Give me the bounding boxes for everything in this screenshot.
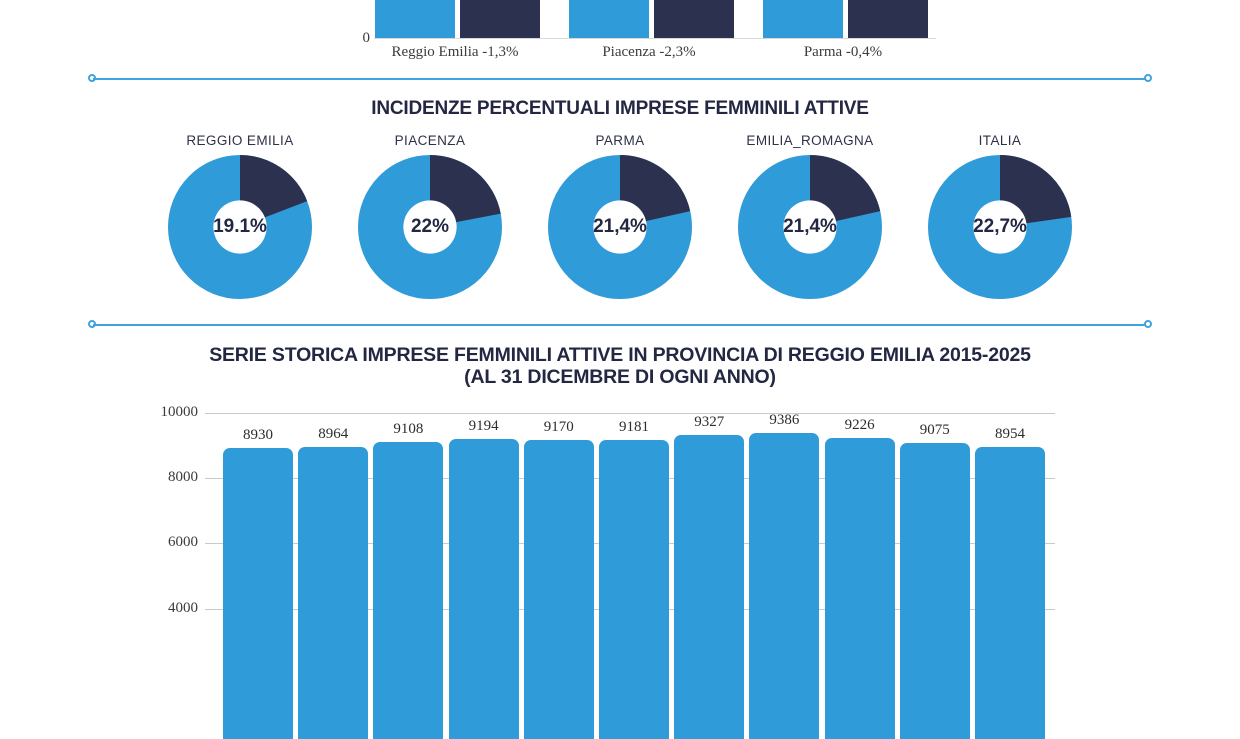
- top-chart-group-2: [763, 0, 935, 38]
- top-chart-baseline: [374, 38, 936, 39]
- top-bar-chart-fragment: 0 Reggio Emilia -1,3% Piacenza -2,3% Par…: [0, 0, 1240, 72]
- series-bar-2018: [448, 439, 519, 739]
- donut-row: REGGIO EMILIA 19.1% PIACENZA 22%: [150, 133, 1090, 318]
- top-chart-bar-light-0: [375, 0, 455, 38]
- series-ytick-8000: 8000: [168, 469, 198, 486]
- series-gridline-10000: [205, 413, 1055, 414]
- series-value-label-2021: 9327: [694, 413, 725, 430]
- series-ytick-10000: 10000: [160, 404, 199, 420]
- donut-chart-italia: 22,7%: [928, 155, 1072, 299]
- donut-chart-piacenza: 22%: [358, 155, 502, 299]
- top-chart-group-1: [569, 0, 741, 38]
- section-divider-top: [88, 74, 1152, 84]
- donut-svg-parma: [548, 155, 692, 299]
- donut-cell-reggio-emilia: REGGIO EMILIA 19.1%: [150, 133, 330, 318]
- series-value-label-2022: 9386: [769, 412, 800, 429]
- series-value-label-2020: 9181: [619, 418, 649, 435]
- series-bar-2020: [599, 439, 669, 739]
- donut-cell-emilia-romagna: EMILIA_ROMAGNA 21,4%: [720, 133, 900, 318]
- donut-svg-piacenza: [358, 155, 502, 299]
- series-value-label-2019: 9170: [543, 419, 574, 436]
- donut-cell-parma: PARMA 21,4%: [530, 133, 710, 318]
- series-value-label-2017: 9108: [393, 421, 424, 438]
- donut-label-italia: ITALIA: [978, 133, 1022, 148]
- top-chart-bar-dark-0: [460, 0, 540, 38]
- donut-cell-piacenza: PIACENZA 22%: [340, 133, 520, 318]
- donut-charts-section: INCIDENZE PERCENTUALI IMPRESE FEMMINILI …: [0, 88, 1240, 318]
- top-chart-bar-dark-2: [848, 0, 928, 38]
- donut-label-emilia-romagna: EMILIA_ROMAGNA: [746, 133, 874, 148]
- top-chart-bar-light-2: [763, 0, 843, 38]
- donut-cell-italia: ITALIA 22,7%: [910, 133, 1090, 318]
- donut-svg-italia: [928, 155, 1072, 299]
- section-divider-bottom: [88, 320, 1152, 330]
- top-chart-category-reggio-emilia: Reggio Emilia -1,3%: [391, 44, 519, 60]
- top-chart-group-0: [375, 0, 547, 38]
- series-bar-chart-section: SERIE STORICA IMPRESE FEMMINILI ATTIVE I…: [0, 334, 1240, 739]
- donut-chart-emilia-romagna: 21,4%: [738, 155, 882, 299]
- top-chart-bar-dark-1: [654, 0, 734, 38]
- series-value-label-2025: 8954: [995, 426, 1025, 443]
- divider-line: [93, 324, 1147, 326]
- series-title-line-1: SERIE STORICA IMPRESE FEMMINILI ATTIVE I…: [209, 344, 1031, 366]
- top-chart-category-parma: Parma -0,4%: [803, 44, 883, 60]
- series-title-line-2: (AL 31 DICEMBRE DI OGNI ANNO): [464, 366, 776, 388]
- series-value-label-2018: 9194: [468, 418, 499, 435]
- series-bar-2023: [824, 438, 895, 739]
- top-chart-category-piacenza: Piacenza -2,3%: [602, 44, 696, 60]
- series-bar-2015: [223, 447, 293, 739]
- series-bar-2016: [298, 446, 369, 739]
- series-bar-2019: [523, 440, 594, 739]
- top-chart-bar-light-1: [569, 0, 649, 38]
- series-bar-2024: [899, 443, 970, 739]
- series-value-label-2015: 8930: [243, 426, 273, 443]
- series-value-label-2023: 9226: [844, 417, 875, 434]
- donut-label-reggio-emilia: REGGIO EMILIA: [186, 133, 294, 148]
- donut-section-title: INCIDENZE PERCENTUALI IMPRESE FEMMINILI …: [371, 98, 869, 119]
- series-ytick-4000: 4000: [168, 599, 198, 616]
- donut-label-parma: PARMA: [595, 133, 645, 148]
- donut-chart-parma: 21,4%: [548, 155, 692, 299]
- series-bar-2022: [749, 433, 820, 739]
- series-bar-2017: [373, 442, 444, 739]
- donut-svg-emilia-romagna: [738, 155, 882, 299]
- series-value-label-2024: 9075: [919, 422, 950, 439]
- top-chart-plot-area: [375, 0, 935, 38]
- donut-label-piacenza: PIACENZA: [394, 133, 466, 148]
- series-ytick-6000: 6000: [168, 534, 198, 551]
- divider-knob-right-icon: [1144, 320, 1152, 328]
- top-chart-ytick-zero: 0: [362, 30, 371, 46]
- series-bar-2021: [674, 434, 745, 739]
- series-bar-2025: [975, 447, 1045, 739]
- divider-line: [93, 78, 1147, 80]
- donut-chart-reggio-emilia: 19.1%: [168, 155, 312, 299]
- series-plot-area: 10000 8000 6000 4000 8930 8964 9108 9194 9170 918…: [0, 404, 1240, 739]
- divider-knob-right-icon: [1144, 74, 1152, 82]
- series-section-title: SERIE STORICA IMPRESE FEMMINILI ATTIVE I…: [0, 344, 1240, 388]
- series-value-label-2016: 8964: [318, 425, 349, 442]
- donut-svg-reggio-emilia: [168, 155, 312, 299]
